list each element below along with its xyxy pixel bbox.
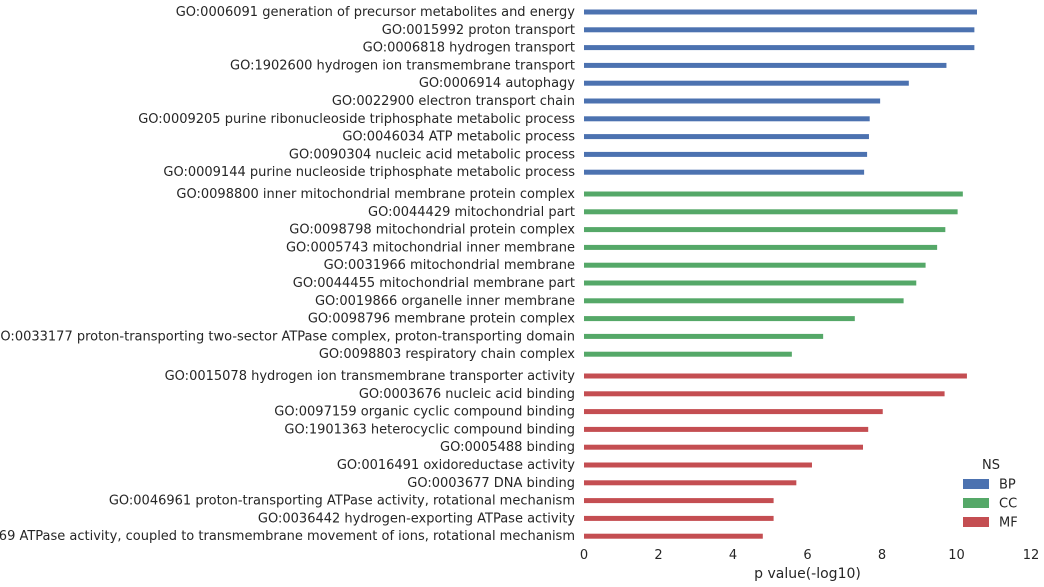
bar-cc-5 [584,280,917,286]
bar-mf-3 [584,426,869,432]
x-tick-label-0: 0 [580,548,588,563]
category-label-mf-2: GO:0097159 organic cyclic compound bindi… [274,405,575,420]
bar-mf-9 [584,533,763,539]
bar-cc-6 [584,298,904,304]
legend-label-bp: BP [999,478,1016,493]
category-label-bp-4: GO:0006914 autophagy [419,76,575,91]
category-label-cc-6: GO:0019866 organelle inner membrane [315,294,575,309]
category-label-bp-8: GO:0090304 nucleic acid metabolic proces… [289,147,575,162]
legend: NS BP CC MF [963,458,1018,531]
legend-swatch-mf [963,517,989,527]
bar-mf-7 [584,498,774,504]
category-label-cc-9: GO:0098803 respiratory chain complex [319,347,575,362]
bar-bp-3 [584,62,947,68]
bar-bp-6 [584,116,870,122]
bar-bp-9 [584,169,865,175]
category-label-bp-9: GO:0009144 purine nucleoside triphosphat… [163,165,575,180]
category-label-bp-6: GO:0009205 purine ribonucleoside triphos… [138,112,575,127]
category-label-mf-8: GO:0036442 hydrogen-exporting ATPase act… [258,511,575,526]
bar-bp-2 [584,45,975,51]
x-tick-label-4: 4 [729,548,737,563]
category-label-mf-5: GO:0016491 oxidoreductase activity [337,458,575,473]
bar-cc-2 [584,227,946,233]
category-labels-layer: GO:0006091 generation of precursor metab… [0,5,575,544]
bar-cc-8 [584,333,824,339]
category-label-mf-6: GO:0003677 DNA binding [407,476,575,491]
bar-bp-8 [584,151,868,157]
bar-cc-3 [584,244,938,250]
category-label-bp-2: GO:0006818 hydrogen transport [363,41,575,56]
x-axis: 0 2 4 6 8 10 12 [580,548,1039,563]
category-label-mf-7: GO:0046961 proton-transporting ATPase ac… [109,494,575,509]
category-label-cc-1: GO:0044429 mitochondrial part [368,205,575,220]
bar-mf-6 [584,480,797,486]
bar-mf-5 [584,462,812,468]
bar-bp-1 [584,27,975,33]
bar-cc-9 [584,351,792,357]
category-label-mf-1: GO:0003676 nucleic acid binding [359,387,575,402]
category-label-cc-5: GO:0044455 mitochondrial membrane part [293,276,575,291]
x-tick-label-12: 12 [1023,548,1040,563]
legend-entries: BP CC MF [963,478,1018,531]
legend-label-mf: MF [999,516,1018,531]
category-label-bp-3: GO:1902600 hydrogen ion transmembrane tr… [230,58,575,73]
category-label-bp-5: GO:0022900 electron transport chain [332,94,575,109]
x-tick-label-8: 8 [878,548,886,563]
bar-cc-1 [584,209,958,215]
bar-mf-1 [584,391,945,397]
category-label-mf-0: GO:0015078 hydrogen ion transmembrane tr… [165,369,576,384]
x-axis-title: p value(-log10) [754,566,861,582]
category-label-mf-9: GO:0044769 ATPase activity, coupled to t… [0,529,575,544]
category-label-cc-8: GO:0033177 proton-transporting two-secto… [0,329,575,344]
bar-bp-4 [584,80,909,86]
bar-bp-0 [584,9,977,15]
bar-cc-4 [584,262,926,268]
category-label-cc-4: GO:0031966 mitochondrial membrane [324,258,575,273]
x-tick-label-10: 10 [948,548,965,563]
legend-label-cc: CC [999,497,1017,512]
bar-cc-7 [584,316,855,322]
category-label-cc-7: GO:0098796 membrane protein complex [308,312,575,327]
legend-title: NS [982,458,1000,473]
legend-swatch-bp [963,479,989,489]
bar-mf-8 [584,515,774,521]
category-label-cc-0: GO:0098800 inner mitochondrial membrane … [176,187,575,202]
x-tick-label-6: 6 [803,548,811,563]
category-label-mf-4: GO:0005488 binding [440,440,575,455]
bars-layer [584,9,977,539]
bar-bp-7 [584,134,869,140]
category-label-bp-7: GO:0046034 ATP metabolic process [342,130,575,145]
bar-cc-0 [584,191,963,197]
category-label-bp-0: GO:0006091 generation of precursor metab… [176,5,576,20]
legend-swatch-cc [963,498,989,508]
bar-mf-0 [584,373,967,379]
bar-mf-2 [584,409,883,415]
bar-mf-4 [584,444,864,450]
category-label-bp-1: GO:0015992 proton transport [382,23,575,38]
category-label-cc-3: GO:0005743 mitochondrial inner membrane [286,240,575,255]
x-tick-label-2: 2 [654,548,662,563]
category-label-cc-2: GO:0098798 mitochondrial protein complex [289,223,575,238]
category-label-mf-3: GO:1901363 heterocyclic compound binding [284,422,575,437]
bar-bp-5 [584,98,881,104]
